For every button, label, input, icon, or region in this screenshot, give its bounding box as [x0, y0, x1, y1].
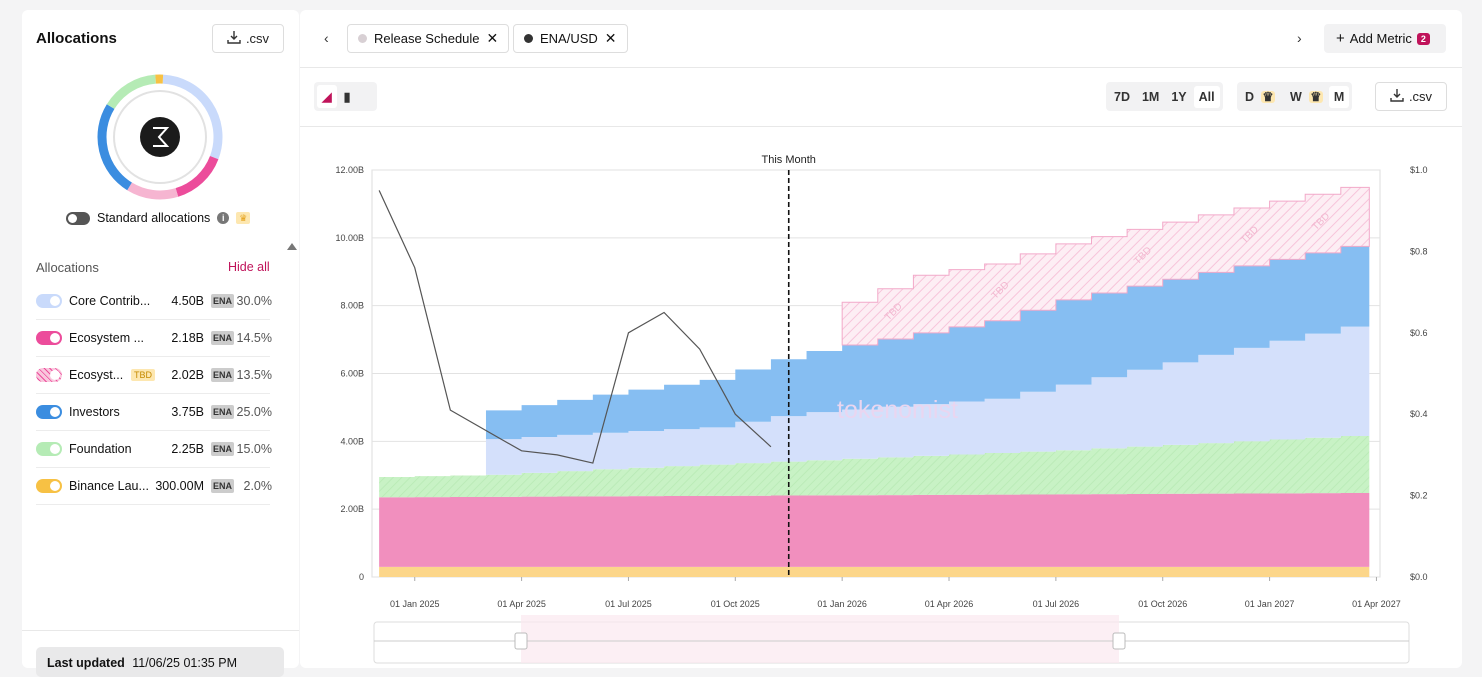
x-tick-label: 01 Apr 2025	[497, 599, 546, 609]
allocation-donut	[95, 72, 225, 202]
area-series	[379, 493, 1369, 567]
csv-download-button[interactable]: .csv	[212, 24, 284, 53]
x-tick-label: 01 Jan 2027	[1245, 599, 1295, 609]
area-series	[379, 567, 1369, 577]
allocation-percent: 14.5%	[237, 331, 272, 345]
allocation-toggle[interactable]	[36, 479, 62, 493]
allocation-name: Investors	[69, 405, 153, 419]
allocation-row[interactable]: Foundation 2.25B ENA 15.0%	[36, 431, 270, 468]
allocation-percent: 2.0%	[244, 479, 273, 493]
this-month-label: This Month	[762, 154, 816, 166]
allocation-amount: 2.02B	[171, 368, 204, 382]
allocation-name: Foundation	[69, 442, 153, 456]
collapse-caret-icon[interactable]	[287, 243, 297, 250]
allocation-toggle[interactable]	[36, 331, 62, 345]
allocations-panel: Allocations .csv Standard allocations i …	[22, 10, 299, 668]
allocation-percent: 30.0%	[237, 294, 272, 308]
token-badge: ENA	[211, 479, 234, 493]
allocation-name: Ecosyst...	[69, 368, 129, 382]
x-tick-label: 01 Apr 2027	[1352, 599, 1401, 609]
allocation-toggle[interactable]	[36, 442, 62, 456]
y-right-tick-label: $0.8	[1410, 246, 1428, 256]
allocation-row[interactable]: Core Contrib... 4.50B ENA 30.0%	[36, 283, 270, 320]
info-icon[interactable]: i	[217, 212, 229, 224]
hide-all-link[interactable]: Hide all	[228, 260, 270, 274]
x-tick-label: 01 Apr 2026	[925, 599, 974, 609]
divider	[22, 630, 299, 631]
download-icon	[227, 30, 241, 47]
allocation-name: Core Contrib...	[69, 294, 153, 308]
allocation-amount: 3.75B	[171, 405, 204, 419]
navigator-handle-right[interactable]	[1113, 633, 1125, 649]
y-right-tick-label: $0.2	[1410, 491, 1428, 501]
allocation-name: Ecosystem ...	[69, 331, 153, 345]
token-badge: ENA	[211, 294, 234, 308]
y-left-tick-label: 4.00B	[340, 436, 364, 446]
y-right-tick-label: $1.0	[1410, 165, 1428, 175]
navigator-handle-left[interactable]	[515, 633, 527, 649]
crown-icon: ♛	[236, 212, 250, 224]
csv-label: .csv	[246, 31, 269, 46]
y-left-tick-label: 6.00B	[340, 369, 364, 379]
x-tick-label: 01 Oct 2026	[1138, 599, 1187, 609]
allocation-toggle[interactable]	[36, 368, 62, 382]
allocations-list-header: Allocations	[36, 260, 99, 275]
allocation-percent: 13.5%	[237, 368, 272, 382]
allocation-amount: 4.50B	[171, 294, 204, 308]
y-left-tick-label: 12.00B	[335, 165, 364, 175]
allocation-percent: 15.0%	[237, 442, 272, 456]
allocation-name: Binance Lau...	[69, 479, 153, 493]
allocation-row[interactable]: Investors 3.75B ENA 25.0%	[36, 394, 270, 431]
y-right-tick-label: $0.0	[1410, 572, 1428, 582]
allocation-row[interactable]: Ecosystem ... 2.18B ENA 14.5%	[36, 320, 270, 357]
y-right-tick-label: $0.4	[1410, 409, 1428, 419]
token-badge: ENA	[211, 442, 234, 456]
allocation-row[interactable]: Binance Lau... 300.00M ENA 2.0%	[36, 468, 270, 505]
allocations-title: Allocations	[36, 30, 117, 47]
allocation-amount: 2.18B	[171, 331, 204, 345]
allocation-list: Core Contrib... 4.50B ENA 30.0% Ecosyste…	[36, 283, 270, 505]
x-tick-label: 01 Jan 2026	[817, 599, 867, 609]
allocation-amount: 2.25B	[171, 442, 204, 456]
last-updated: Last updated 11/06/25 01:35 PM	[36, 647, 284, 677]
token-badge: ENA	[211, 368, 234, 382]
allocation-toggle[interactable]	[36, 294, 62, 308]
chart-panel: ‹ Release Schedule ✕ ENA/USD ✕ › + Add M…	[300, 10, 1462, 668]
y-left-tick-label: 8.00B	[340, 301, 364, 311]
x-tick-label: 01 Oct 2025	[711, 599, 760, 609]
y-left-tick-label: 2.00B	[340, 504, 364, 514]
token-badge: ENA	[211, 405, 234, 419]
navigator-selection[interactable]	[521, 615, 1119, 663]
allocation-row[interactable]: Ecosyst... TBD 2.02B ENA 13.5%	[36, 357, 270, 394]
allocation-amount: 300.00M	[155, 479, 204, 493]
y-left-tick-label: 10.00B	[335, 233, 364, 243]
tbd-tag: TBD	[131, 369, 155, 381]
standard-allocations-label: Standard allocations	[97, 211, 210, 225]
allocation-percent: 25.0%	[237, 405, 272, 419]
allocation-toggle[interactable]	[36, 405, 62, 419]
y-right-tick-label: $0.6	[1410, 328, 1428, 338]
watermark: tokenomist	[837, 396, 958, 424]
donut-segment	[130, 186, 177, 195]
x-tick-label: 01 Jan 2025	[390, 599, 440, 609]
standard-toggle-switch[interactable]	[66, 212, 90, 225]
x-tick-label: 01 Jul 2025	[605, 599, 652, 609]
standard-allocations-toggle[interactable]: Standard allocations i ♛	[66, 211, 250, 225]
token-badge: ENA	[211, 331, 234, 345]
y-left-tick-label: 0	[359, 572, 364, 582]
x-tick-label: 01 Jul 2026	[1033, 599, 1080, 609]
